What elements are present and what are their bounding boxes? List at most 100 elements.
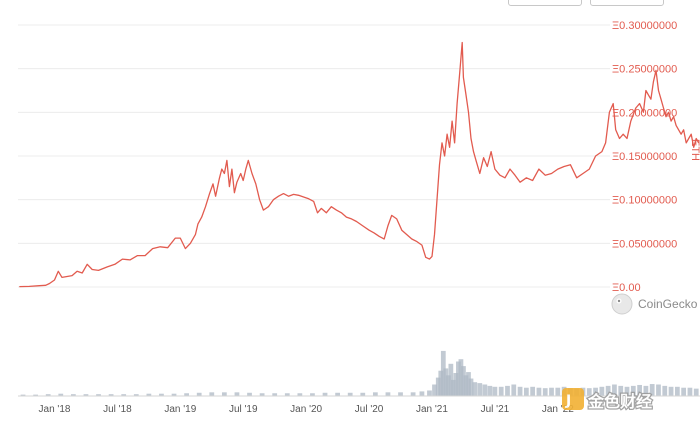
volume-bar bbox=[468, 378, 474, 396]
y-tick-label: Ξ0.05000000 bbox=[612, 238, 677, 250]
price-series-line bbox=[19, 41, 700, 288]
volume-bar bbox=[542, 388, 548, 396]
volume-bar bbox=[599, 386, 605, 396]
volume-bar bbox=[456, 361, 461, 396]
volume-bar bbox=[372, 392, 378, 396]
unit-label: ETH bbox=[689, 139, 700, 161]
volume-bar bbox=[511, 384, 517, 396]
volume-bar bbox=[530, 386, 536, 396]
volume-bar bbox=[445, 375, 451, 396]
volume-bar bbox=[443, 368, 449, 396]
volume-bar bbox=[492, 386, 498, 396]
volume-bar bbox=[461, 366, 466, 396]
volume-bar bbox=[121, 394, 127, 396]
volume-bar bbox=[656, 384, 661, 396]
volume-bar bbox=[487, 385, 493, 396]
volume-bar bbox=[435, 377, 441, 396]
volume-bar bbox=[498, 386, 504, 396]
watermark-label: 金色财经 bbox=[587, 392, 652, 411]
volume-bar bbox=[171, 393, 177, 396]
volume-bar bbox=[427, 390, 432, 396]
volume-bar bbox=[668, 386, 674, 396]
volume-bar bbox=[58, 393, 64, 396]
volume-bar bbox=[410, 392, 416, 396]
volume-bar bbox=[221, 392, 227, 396]
x-tick-label: Jul '18 bbox=[103, 404, 132, 415]
x-tick-label: Jul '21 bbox=[481, 404, 510, 415]
x-tick-label: Jul '19 bbox=[229, 404, 258, 415]
volume-bar bbox=[693, 388, 699, 396]
grid-lines bbox=[18, 24, 610, 288]
volume-bar bbox=[463, 375, 469, 396]
y-tick-label: Ξ0.25000000 bbox=[612, 64, 677, 76]
volume-bar bbox=[681, 387, 687, 396]
volume-bar bbox=[159, 393, 164, 396]
volume-bar bbox=[458, 359, 464, 396]
volume-bar bbox=[234, 392, 240, 396]
volume-bar bbox=[505, 385, 510, 396]
volume-bar bbox=[209, 392, 215, 396]
watermark: J 金色财经 bbox=[562, 388, 653, 412]
x-tick-label: Jan '21 bbox=[416, 404, 448, 415]
volume-bar bbox=[259, 393, 265, 396]
volume-bar bbox=[477, 383, 483, 396]
chart-type-button[interactable] bbox=[590, 0, 664, 6]
volume-bar bbox=[438, 370, 444, 396]
volume-bar bbox=[674, 386, 680, 396]
volume-bar bbox=[83, 394, 89, 396]
volume-bar bbox=[184, 393, 189, 396]
volume-bar bbox=[662, 385, 668, 396]
volume-bar bbox=[618, 385, 624, 396]
volume-bar bbox=[643, 385, 649, 396]
x-tick-label: Jan '18 bbox=[39, 404, 71, 415]
x-tick-label: Jan '19 bbox=[164, 404, 196, 415]
volume-bar bbox=[70, 394, 76, 396]
volume-bar bbox=[482, 384, 488, 396]
volume-bar bbox=[453, 373, 459, 396]
volume-bar bbox=[247, 392, 252, 396]
watermark-logo-icon bbox=[562, 388, 584, 410]
volume-bar bbox=[440, 350, 446, 396]
volume-bar bbox=[612, 384, 617, 396]
volume-bar bbox=[549, 387, 554, 396]
volume-bar bbox=[555, 387, 561, 396]
y-tick-label: Ξ0.10000000 bbox=[612, 195, 677, 207]
volume-bar bbox=[432, 384, 437, 396]
x-tick-label: Jan '22 bbox=[542, 404, 574, 415]
y-axis-ticks: Ξ0.00 Ξ0.05000000 Ξ0.10000000 Ξ0.15000000 Ξ0… bbox=[612, 20, 677, 294]
volume-bar bbox=[398, 392, 403, 396]
x-axis-ticks: Jan '18 Jul '18 Jan '19 Jul '19 Jan '20 Jul '… bbox=[39, 404, 575, 415]
volume-bar bbox=[284, 393, 290, 396]
volume-bar bbox=[322, 392, 328, 396]
volume-bar bbox=[385, 392, 391, 396]
volume-bar bbox=[586, 388, 592, 396]
volume-bar bbox=[593, 387, 598, 396]
volume-bar bbox=[630, 385, 636, 396]
coingecko-logo: CoinGecko bbox=[611, 293, 698, 315]
volume-bar bbox=[45, 394, 51, 396]
volume-bar bbox=[33, 394, 38, 396]
volume-bar bbox=[517, 386, 523, 396]
volume-bar bbox=[523, 387, 529, 396]
volume-bar bbox=[624, 386, 630, 396]
volume-bar bbox=[335, 392, 340, 396]
volume-bar bbox=[687, 387, 693, 396]
x-tick-label: Jan '20 bbox=[290, 404, 322, 415]
volume-bar bbox=[133, 394, 139, 396]
volume-bar bbox=[448, 363, 454, 396]
svg-text:J: J bbox=[565, 393, 571, 409]
volume-bar bbox=[450, 379, 456, 396]
volume-bar bbox=[347, 392, 353, 396]
volume-bar bbox=[605, 385, 611, 396]
volume-bar bbox=[196, 392, 202, 396]
volume-bar bbox=[649, 384, 655, 396]
volume-bar bbox=[297, 393, 303, 396]
volume-bar bbox=[536, 387, 542, 396]
gecko-icon bbox=[611, 293, 633, 315]
y-tick-label: Ξ0.15000000 bbox=[612, 151, 677, 163]
volume-bar bbox=[20, 394, 26, 396]
volume-bar bbox=[419, 391, 425, 396]
range-button[interactable] bbox=[508, 0, 582, 6]
volume-bar bbox=[310, 393, 315, 396]
